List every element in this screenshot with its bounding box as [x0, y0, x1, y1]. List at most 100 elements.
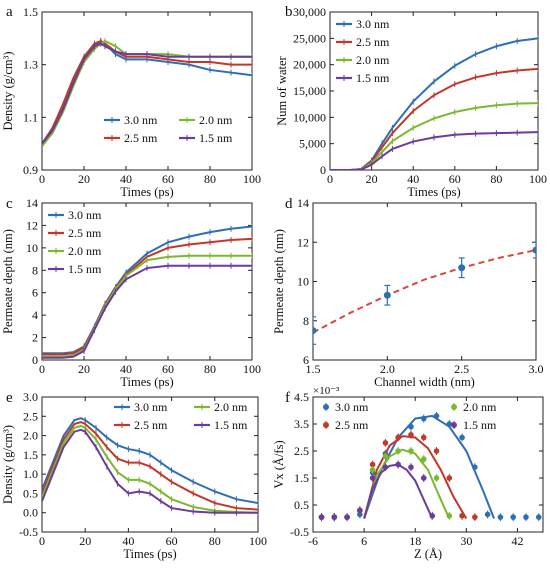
y-axis-label: Density (g/cm³) [1, 425, 15, 504]
legend-label: 2.5 nm [335, 418, 369, 432]
panel-c: c 0 20 40 60 80 100 0 2 4 6 8 10 12 14 Times (ps) Permea… [1, 196, 261, 389]
y-tick-label: 4.5 [294, 390, 309, 404]
legend-item: 3.0 nm [323, 400, 369, 414]
y-tick-label: 10 [26, 241, 38, 255]
x-tick-label: 1.5 [306, 362, 321, 376]
data-point [382, 440, 389, 446]
data-point [458, 264, 466, 272]
panel-d: d 1.5 2.0 2.5 3.0 6 8 10 12 14 Channel width (nm) P… [272, 196, 544, 389]
y-tick-label: 4 [32, 308, 38, 322]
legend-item: 1.5 nm [451, 418, 497, 432]
x-tick-label: 40 [120, 362, 132, 376]
data-point [433, 475, 440, 481]
x-tick-label: 20 [78, 172, 90, 186]
series-line-3.0nm [42, 417, 258, 505]
x-tick-label: 20 [79, 534, 91, 548]
data-point [331, 514, 338, 520]
panel-label: e [6, 390, 13, 406]
x-tick-label: 30 [460, 534, 472, 548]
legend-label: 2.0 nm [199, 113, 233, 127]
series-line-1.5nm [42, 428, 258, 514]
data-point [420, 415, 427, 422]
panel-b: b 0 20 40 60 80 100 0 5,000 10,000 15,000 20,000 25,… [275, 4, 547, 199]
y-axis-label: Num of water [275, 55, 289, 125]
plot-frame [41, 202, 253, 361]
data-point [433, 448, 440, 454]
legend-label: 2.0 nm [214, 400, 248, 414]
data-point [357, 507, 363, 514]
data-point [459, 434, 465, 441]
data-point [420, 434, 427, 441]
data-point [408, 464, 414, 471]
data-point [369, 461, 376, 468]
legend-label: 3.0 nm [68, 208, 102, 222]
x-tick-label: 60 [162, 362, 174, 376]
panel-label: b [285, 4, 293, 20]
x-tick-label: 40 [122, 534, 134, 548]
legend-label: 1.5 nm [356, 71, 390, 85]
y-tick-label: 1.0 [23, 467, 38, 481]
y-tick-label: 0 [32, 353, 38, 367]
plot-frame [312, 202, 537, 361]
x-tick-label: 2.0 [380, 362, 395, 376]
data-point [408, 448, 414, 454]
x-tick-label: 3.0 [529, 362, 544, 376]
legend-label: 1.5 nm [68, 262, 102, 276]
data-point [472, 514, 478, 520]
data-point [383, 291, 391, 299]
panel-label: a [6, 4, 13, 20]
y-tick-label: 0.5 [23, 486, 38, 500]
data-point [523, 514, 529, 520]
y-tick-label: 12 [26, 218, 38, 232]
data-point [382, 464, 389, 471]
data-point [433, 413, 440, 419]
series-line-1.5nm [42, 264, 252, 359]
legend-item: 1.5 nm [179, 131, 233, 145]
data-point [446, 421, 453, 427]
panel-label: c [6, 196, 13, 212]
y-tick-label: 0.9 [23, 163, 38, 177]
data-point [318, 514, 325, 520]
plot-area [330, 35, 538, 170]
y-axis-label: Permeate depth (nm) [272, 229, 286, 334]
legend-item: 2.5 nm [323, 418, 369, 432]
y-tick-label: 10 [297, 275, 309, 289]
legend-label: 2.0 nm [68, 244, 102, 258]
panel-e: e 0 20 40 60 80 100 -0.5 0.0 0.5 1.0 1.5 2.0 2.5 3.0 Ti… [1, 390, 267, 561]
x-tick-label: 20 [366, 172, 378, 186]
data-point [510, 514, 516, 520]
legend-label: 1.5 nm [463, 418, 497, 432]
data-point [535, 514, 542, 520]
y-tick-label: 1.3 [23, 58, 38, 72]
legend-item: 2.0 nm [179, 113, 233, 127]
x-tick-label: 100 [243, 362, 261, 376]
series-line-2.0nm [42, 424, 258, 514]
y-tick-label: -0.5 [19, 525, 38, 539]
y-tick-label: 14 [26, 196, 38, 210]
x-axis-label: Channel width (nm) [374, 375, 475, 389]
legend-item: 2.5 nm [104, 131, 158, 145]
x-tick-label: 42 [511, 534, 523, 548]
x-tick-label: 80 [209, 534, 221, 548]
y-tick-label: 6 [303, 353, 309, 367]
y-tick-label: 12 [297, 235, 309, 249]
data-point [408, 432, 414, 438]
y-tick-label: 15,000 [293, 84, 326, 98]
y-tick-label: 5,000 [299, 137, 326, 151]
y-tick-label: -0.5 [290, 525, 309, 539]
legend-label: 2.0 nm [463, 400, 497, 414]
panel-f: f -6 6 18 30 42 -0.5 0.5 1.5 2.5 3.5 4.5 Z (Å) Vx (Å/… [272, 385, 544, 561]
data-point [382, 453, 389, 460]
x-axis-label: Times (ps) [407, 185, 460, 199]
y-tick-label: 1.1 [23, 110, 38, 124]
legend-label: 2.5 nm [124, 131, 158, 145]
panel-a: a 0 20 40 60 80 100 0.9 1.1 1.3 1.5 Times (ps) Densi… [1, 4, 261, 199]
x-axis-label: Times (ps) [120, 375, 173, 389]
panel-label: d [285, 196, 293, 212]
data-point [420, 475, 427, 481]
legend-label: 2.0 nm [356, 53, 390, 67]
data-point [429, 513, 436, 519]
data-point [313, 327, 317, 335]
y-tick-label: 0.5 [294, 498, 309, 512]
